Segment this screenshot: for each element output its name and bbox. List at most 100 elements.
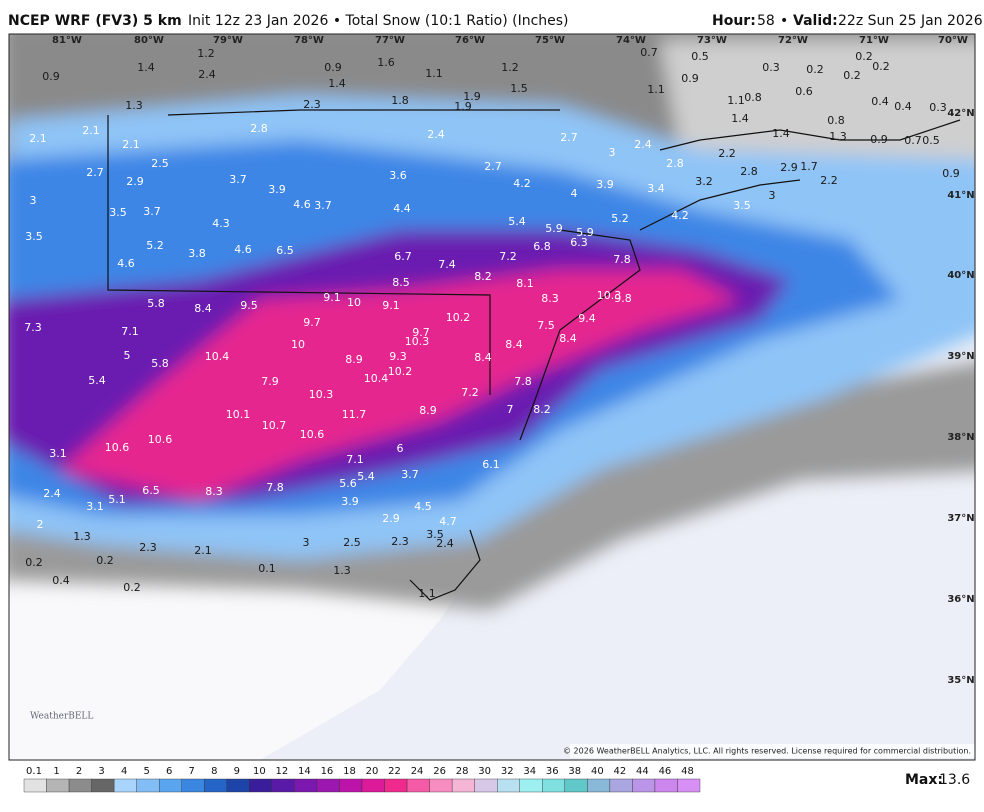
legend-swatch [158, 778, 182, 793]
snow-total-label: 2.9 [126, 175, 144, 188]
snow-total-label: 1.1 [425, 67, 443, 80]
legend-level-label: 12 [275, 766, 288, 777]
snow-total-label: 6.1 [482, 458, 500, 471]
borders [107, 109, 961, 601]
snow-total-label: 8.2 [474, 270, 492, 283]
snow-total-label: 4.3 [212, 217, 230, 230]
snow-total-label: 10.4 [205, 350, 230, 363]
longitude-label: 79°W [213, 35, 243, 46]
longitude-label: 76°W [455, 35, 485, 46]
snow-total-label: 1.3 [829, 130, 847, 143]
latitude-label: 42°N [947, 108, 974, 119]
snow-total-label: 0.2 [843, 69, 861, 82]
longitude-label: 72°W [778, 35, 808, 46]
separator: • [780, 13, 788, 29]
legend-swatch [497, 778, 520, 793]
legend-level-label: 4 [121, 766, 127, 777]
legend-swatch [249, 778, 273, 793]
snow-total-label: 10 [291, 338, 305, 351]
snow-total-label: 5.9 [576, 226, 594, 239]
legend-level-label: 30 [478, 766, 491, 777]
snow-total-label: 5.9 [545, 222, 563, 235]
legend-level-label: 46 [659, 766, 672, 777]
snow-total-label: 0.9 [870, 133, 888, 146]
snow-total-label: 10.6 [148, 433, 173, 446]
legend: Max: 13.6 0.1 1 2 3 4 5 6 7 8 9 10 12 14 16 18 20 22 24 26… [23, 766, 970, 793]
max-label: Max: [905, 772, 943, 788]
latitude-label: 41°N [947, 190, 974, 201]
snow-total-label: 10 [347, 296, 361, 309]
legend-level-label: 42 [613, 766, 626, 777]
snow-total-label: 3.5 [426, 528, 444, 541]
legend-level-label: 18 [343, 766, 356, 777]
snow-total-label: 3.9 [341, 495, 359, 508]
snow-total-label: 2.3 [139, 541, 157, 554]
snow-total-label: 4 [571, 187, 578, 200]
latitude-label: 36°N [947, 594, 974, 605]
legend-level-label: 0.1 [26, 766, 42, 777]
snow-total-label: 3.5 [733, 199, 751, 212]
legend-level-label: 6 [166, 766, 172, 777]
longitude-label: 78°W [294, 35, 324, 46]
snow-total-label: 7.9 [261, 375, 279, 388]
snow-total-label: 0.5 [922, 134, 940, 147]
snow-total-label: 9.7 [412, 326, 430, 339]
snow-total-label: 6.5 [276, 244, 294, 257]
latitude-label: 35°N [947, 675, 974, 686]
snow-total-label: 1.4 [137, 61, 155, 74]
snow-total-label: 2.8 [250, 122, 268, 135]
legend-level-label: 48 [681, 766, 694, 777]
snow-total-label: 1.9 [454, 100, 472, 113]
logo: WeatherBELL [30, 712, 93, 722]
legend-swatch [136, 778, 160, 793]
copyright: © 2026 WeatherBELL Analytics, LLC. All r… [563, 747, 971, 756]
legend-level-label: 38 [568, 766, 581, 777]
snow-total-label: 6.3 [570, 236, 588, 249]
snow-total-label: 3.7 [314, 199, 332, 212]
snow-total-label: 6.7 [394, 250, 412, 263]
snow-total-label: 2.4 [634, 138, 652, 151]
snow-total-label: 10.1 [226, 408, 251, 421]
snow-total-label: 2.7 [560, 131, 578, 144]
snow-total-label: 0.9 [681, 72, 699, 85]
snow-total-label: 1.8 [391, 94, 409, 107]
snow-total-label: 7.5 [537, 319, 555, 332]
snow-total-label: 2.9 [382, 512, 400, 525]
copyright-bg [570, 744, 975, 758]
snow-total-label: 9.7 [303, 316, 321, 329]
snow-total-label: 5.2 [146, 239, 164, 252]
snow-total-label: 10.4 [364, 372, 389, 385]
snow-total-label: 2.1 [82, 124, 100, 137]
snow-total-label: 3.9 [596, 178, 614, 191]
snow-total-label: 0.8 [744, 91, 762, 104]
snow-total-label: 4.6 [234, 243, 252, 256]
legend-swatch [339, 778, 363, 793]
legend-level-label: 10 [253, 766, 266, 777]
snow-total-label: 0.9 [42, 70, 60, 83]
snow-total-label: 0.1 [258, 562, 276, 575]
snow-total-label: 2.1 [29, 132, 47, 145]
snow-total-label: 2.4 [43, 487, 61, 500]
legend-level-label: 7 [189, 766, 195, 777]
snow-total-label: 1.1 [727, 94, 745, 107]
legend-swatch [519, 778, 543, 793]
legend-level-label: 3 [98, 766, 104, 777]
snow-total-label: 7.3 [24, 321, 42, 334]
snow-total-label: 4.6 [117, 257, 135, 270]
legend-swatch [204, 778, 227, 793]
snow-total-label: 7.8 [613, 253, 631, 266]
snow-total-label: 3 [769, 189, 776, 202]
legend-swatch [316, 778, 340, 793]
snow-total-label: 10.7 [262, 419, 287, 432]
snow-total-label: 0.2 [872, 60, 890, 73]
run-description: Init 12z 23 Jan 2026 • Total Snow (10:1 … [188, 13, 569, 29]
snow-total-label: 3.9 [268, 183, 286, 196]
legend-swatch [587, 778, 611, 793]
snow-total-label: 2.3 [391, 535, 409, 548]
legend-swatch [654, 778, 678, 793]
snow-total-label: 10.3 [309, 388, 334, 401]
snow-total-label: 0.5 [691, 50, 709, 63]
snow-total-label: 2.9 [780, 161, 798, 174]
snow-total-label: 0.3 [929, 101, 947, 114]
legend-swatch [361, 778, 385, 793]
